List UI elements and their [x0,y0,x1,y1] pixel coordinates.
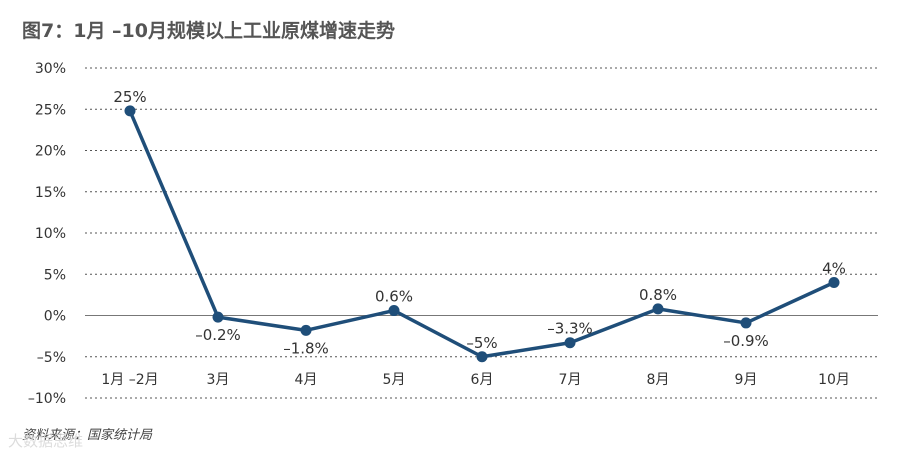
x-tick-label: 1月 –2月 [101,372,158,388]
x-tick-label: 6月 [471,372,494,388]
data-point [212,311,224,323]
chart-title: 图7：1月 –10月规模以上工业原煤增速走势 [22,20,395,42]
x-axis-ticks: 1月 –2月 3月 4月 5月 6月 7月 8月 9月 10月 [101,372,850,388]
x-tick-label: 7月 [559,372,582,388]
y-tick-label: 25% [35,102,66,118]
y-axis-ticks: 30% 25% 20% 15% 10% 5% 0% –5% –10% [28,61,66,407]
y-tick-label: 0% [44,309,66,325]
data-point [564,337,576,349]
data-label: –3.3% [547,320,593,338]
data-point [300,324,312,336]
x-tick-label: 5月 [383,372,406,388]
series-line [128,110,835,359]
data-label: –0.2% [195,326,241,344]
data-label: –1.8% [283,339,329,357]
data-point [828,277,840,288]
y-tick-label: 30% [35,61,66,77]
data-point [652,303,664,315]
data-labels: 25% –0.2% –1.8% 0.6% –5% –3.3% 0.8% –0.9% 4% [113,88,846,357]
data-label: 0.8% [639,286,677,304]
grid-layer [85,67,878,399]
y-tick-label: 5% [44,267,66,283]
source-note: 资料来源：国家统计局 [22,428,153,443]
x-tick-label: 8月 [647,372,670,388]
data-point [740,317,752,329]
x-tick-label: 4月 [295,372,318,388]
data-label: 0.6% [375,288,413,306]
x-tick-label: 9月 [735,372,758,388]
data-point [388,305,400,317]
y-tick-label: 20% [35,144,66,160]
data-label: 25% [113,88,146,106]
data-point [476,351,488,363]
data-point [124,105,136,117]
y-tick-label: –10% [28,391,66,407]
y-tick-label: –5% [37,350,66,366]
data-points [124,105,840,363]
data-label: –5% [466,334,497,352]
y-tick-label: 15% [35,185,66,201]
x-tick-label: 3月 [207,372,230,388]
x-tick-label: 10月 [818,372,850,388]
y-tick-label: 10% [35,226,66,242]
data-label: 4% [822,260,846,278]
data-label: –0.9% [723,332,769,350]
watermark: 大数据思维 [8,432,84,450]
